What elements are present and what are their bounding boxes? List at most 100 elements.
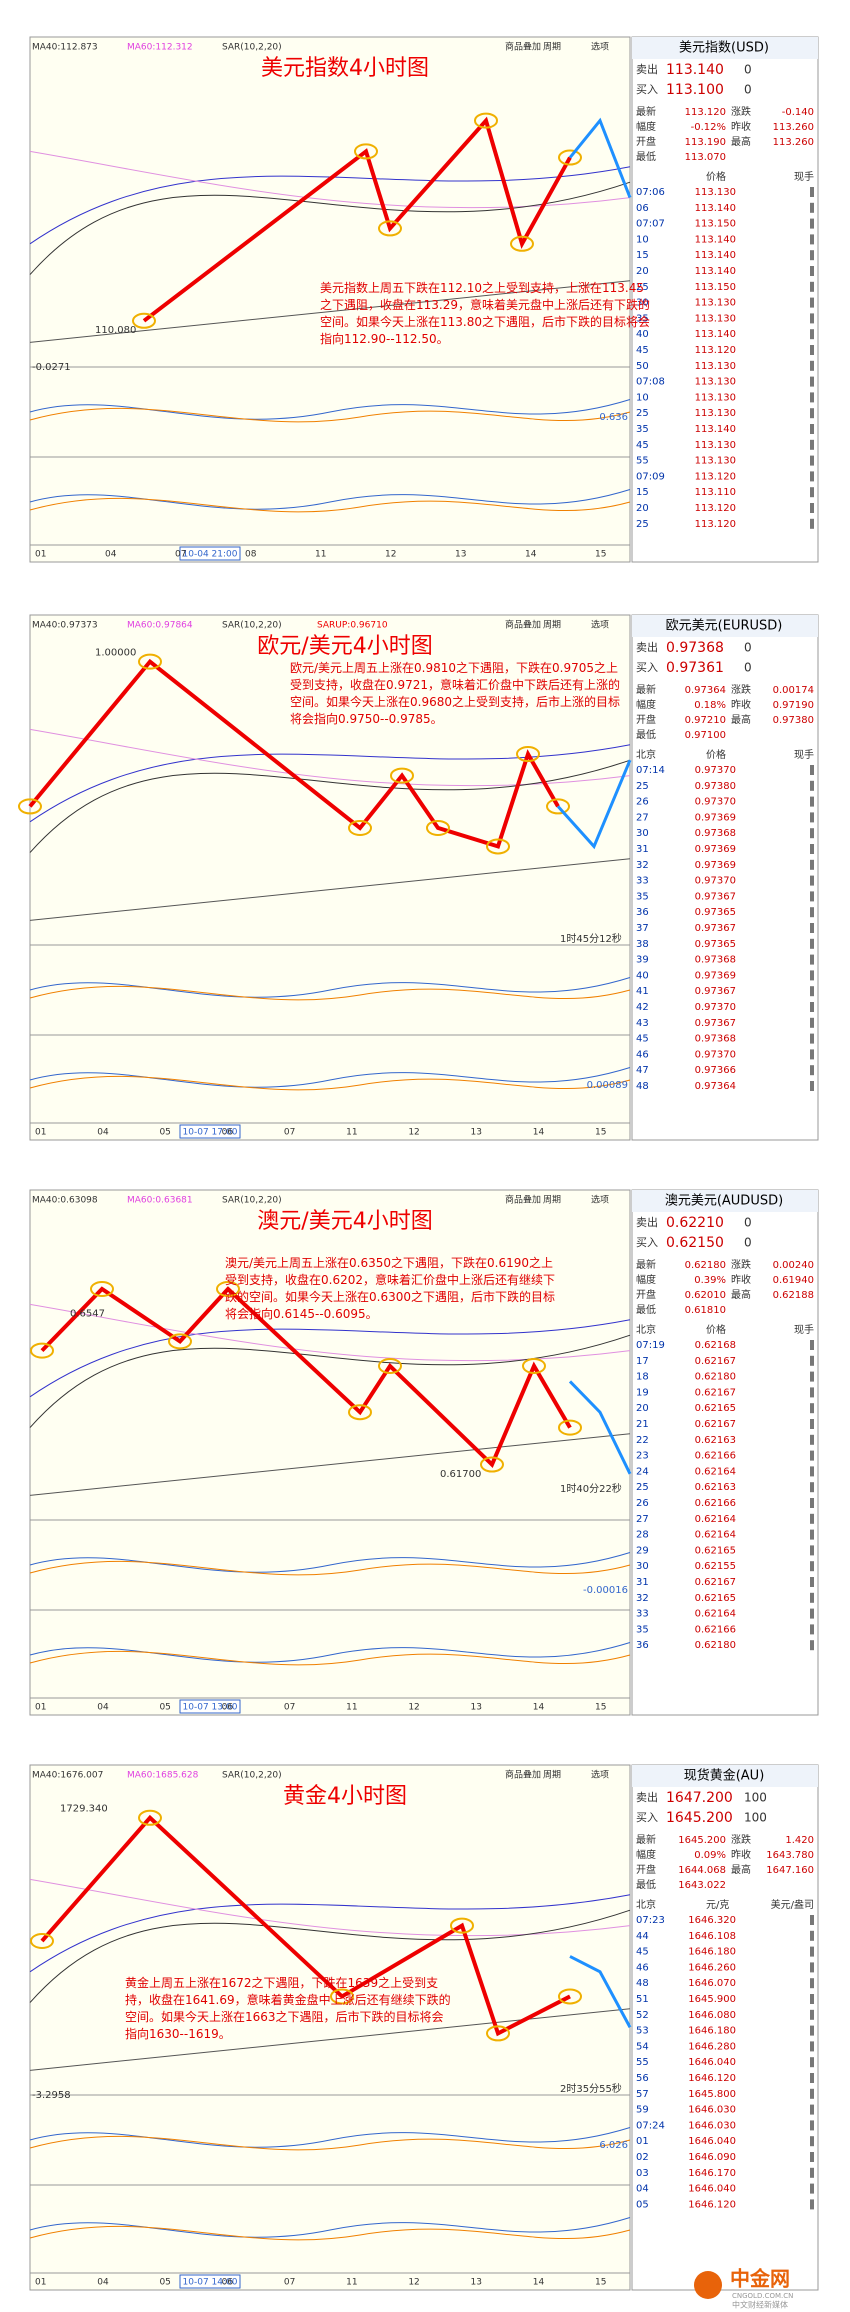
stat-value: 1.420 bbox=[785, 1835, 814, 1846]
x-label: 08 bbox=[245, 550, 257, 560]
indicator-label: MA60:0.97864 bbox=[127, 621, 193, 631]
tick-time: 27 bbox=[636, 812, 649, 823]
quote-price: 1647.200 bbox=[666, 1790, 733, 1806]
stat-label: 涨跌 bbox=[731, 683, 751, 696]
quote-bg bbox=[631, 36, 819, 563]
pivot-mark bbox=[90, 1281, 114, 1297]
stat-label: 幅度 bbox=[636, 1848, 656, 1861]
brand: 中金网 bbox=[730, 2267, 790, 2291]
volume-bar bbox=[810, 424, 814, 434]
stat-value: 113.070 bbox=[685, 152, 726, 163]
list-header: 元/克 bbox=[706, 1899, 729, 1911]
indicator-line bbox=[29, 2127, 631, 2148]
x-label: 13 bbox=[455, 550, 466, 560]
list-header: 北京 bbox=[636, 1323, 656, 1336]
quote-price: 1645.200 bbox=[666, 1810, 733, 1826]
indicator-line bbox=[29, 1067, 631, 1088]
x-label: 11 bbox=[346, 1128, 357, 1138]
x-label: 14 bbox=[533, 1703, 545, 1713]
x-label: 15 bbox=[595, 2278, 606, 2288]
x-label: 11 bbox=[315, 550, 326, 560]
volume-bar bbox=[810, 2088, 814, 2099]
volume-bar bbox=[810, 859, 814, 870]
trend-line bbox=[29, 280, 631, 343]
ma-line bbox=[29, 166, 631, 245]
ma-line bbox=[29, 181, 631, 275]
tick-price: 0.62166 bbox=[695, 1624, 736, 1635]
tick-price: 0.97368 bbox=[695, 955, 736, 966]
analysis-arrow bbox=[40, 1814, 571, 2037]
quote-header-bg bbox=[632, 1765, 818, 1787]
tick-price: 1646.260 bbox=[688, 1962, 736, 1973]
toolbar-button: 周期 bbox=[543, 42, 561, 53]
tick-price: 1646.070 bbox=[688, 1978, 736, 1989]
pivot-mark bbox=[30, 1933, 54, 1949]
stat-label: 开盘 bbox=[636, 1863, 656, 1876]
tick-price: 1646.120 bbox=[688, 2073, 736, 2084]
tick-price: 0.62167 bbox=[695, 1356, 736, 1367]
volume-bar bbox=[810, 1049, 814, 1060]
tick-price: 113.150 bbox=[695, 282, 736, 293]
tick-time: 25 bbox=[636, 408, 649, 419]
tick-price: 0.97370 bbox=[695, 797, 736, 808]
x-label: 07 bbox=[284, 2278, 295, 2288]
volume-bar bbox=[810, 1915, 814, 1925]
volume-bar bbox=[810, 345, 814, 355]
volume-bar bbox=[810, 1466, 814, 1477]
stat-value: 113.260 bbox=[773, 137, 814, 148]
stat-label: 最低 bbox=[636, 728, 656, 741]
tick-time: 45 bbox=[636, 1034, 649, 1045]
stat-label: 最低 bbox=[636, 150, 656, 163]
quote-header-bg bbox=[632, 1190, 818, 1212]
tick-time: 17 bbox=[636, 1356, 649, 1367]
stat-label: 最新 bbox=[636, 1258, 656, 1271]
volume-bar bbox=[810, 518, 814, 529]
chart-title: 黄金4小时图 bbox=[283, 1784, 407, 1809]
date-label: 10-04 21:00 bbox=[183, 550, 238, 560]
tick-time: 15 bbox=[636, 487, 649, 498]
x-label: 04 bbox=[97, 1128, 109, 1138]
tick-price: 0.62168 bbox=[695, 1340, 736, 1351]
tick-time: 35 bbox=[636, 424, 649, 435]
tick-price: 1646.280 bbox=[688, 2041, 736, 2052]
tick-time: 45 bbox=[636, 1947, 649, 1958]
tick-price: 113.130 bbox=[695, 392, 736, 403]
trend-line bbox=[29, 858, 631, 921]
x-label: 11 bbox=[346, 1703, 357, 1713]
stat-value: -0.12% bbox=[691, 122, 726, 133]
indicator-label: MA60:0.63681 bbox=[127, 1196, 193, 1206]
tick-price: 0.62163 bbox=[695, 1435, 736, 1446]
x-label: 01 bbox=[35, 1128, 46, 1138]
tick-time: 01 bbox=[636, 2136, 649, 2147]
tick-price: 113.150 bbox=[695, 219, 736, 230]
quote-label: 卖出 bbox=[636, 1215, 658, 1229]
stat-value: 1643.780 bbox=[766, 1850, 814, 1861]
annotation: 澳元/美元上周五上涨在0.6350之下遇阻，下跌在0.6190之上受到支持，收盘… bbox=[225, 1256, 555, 1321]
volume-bar bbox=[810, 2152, 814, 2162]
indicator-label: MA40:0.97373 bbox=[32, 621, 98, 631]
volume-bar bbox=[810, 2057, 814, 2068]
stat-label: 最低 bbox=[636, 1878, 656, 1891]
tick-price: 113.140 bbox=[695, 250, 736, 261]
chart-bg bbox=[29, 1189, 631, 1716]
tick-price: 113.140 bbox=[695, 424, 736, 435]
pivot-mark bbox=[330, 1988, 354, 2005]
volume-bar bbox=[810, 1545, 814, 1556]
stat-label: 最高 bbox=[731, 1863, 751, 1876]
tick-time: 48 bbox=[636, 1081, 649, 1092]
quote-volume: 100 bbox=[744, 1811, 767, 1825]
pivot-mark bbox=[378, 220, 402, 237]
volume-bar bbox=[810, 780, 814, 791]
quote-bg bbox=[631, 614, 819, 1141]
tick-time: 26 bbox=[636, 1498, 649, 1509]
stat-value: 0.00174 bbox=[773, 685, 814, 696]
volume-bar bbox=[810, 281, 814, 292]
pivot-mark bbox=[522, 1358, 546, 1374]
pivot-mark bbox=[510, 235, 534, 252]
x-label: 06 bbox=[222, 1128, 234, 1138]
volume-bar bbox=[810, 2136, 814, 2147]
x-label: 13 bbox=[471, 1703, 482, 1713]
toolbar-button: 选项 bbox=[591, 1769, 609, 1781]
quote-price: 113.140 bbox=[666, 62, 724, 78]
